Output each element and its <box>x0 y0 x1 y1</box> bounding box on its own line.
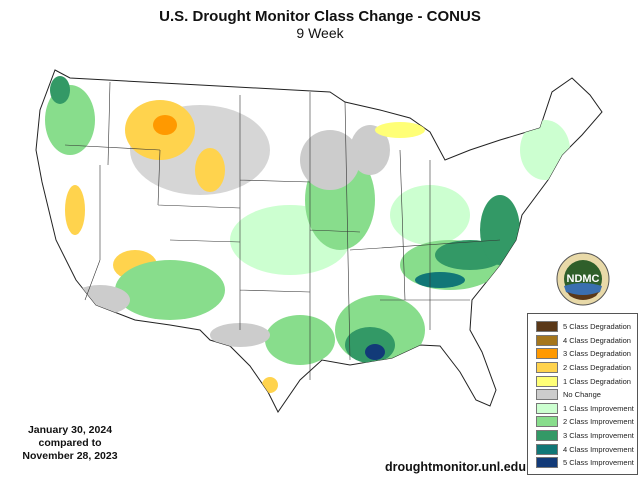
legend-item: 5 Class Improvement <box>536 456 637 470</box>
legend-label: 1 Class Degradation <box>563 376 631 386</box>
us-drought-change-map <box>35 69 603 413</box>
map-title: U.S. Drought Monitor Class Change - CONU… <box>159 8 481 25</box>
legend-label: 2 Class Degradation <box>563 363 631 373</box>
start-date: November 28, 2023 <box>22 450 118 462</box>
date-comparison: January 30, 2024 compared to November 28… <box>10 424 130 463</box>
legend-swatch <box>536 334 558 346</box>
legend-label: No Change <box>563 390 601 400</box>
ndmc-logo: NDMC <box>556 252 610 306</box>
legend-item: 4 Class Improvement <box>536 442 637 456</box>
legend-label: 2 Class Improvement <box>563 417 634 427</box>
legend-swatch <box>536 457 558 469</box>
legend-item: No Change <box>536 388 637 402</box>
legend-label: 4 Class Degradation <box>563 335 631 345</box>
legend-swatch <box>536 430 558 442</box>
legend-swatch <box>536 402 558 414</box>
map-subtitle: 9 Week <box>296 25 344 41</box>
source-url: droughtmonitor.unl.edu <box>385 460 526 474</box>
map-legend: 5 Class Degradation 4 Class Degradation 3 … <box>527 313 638 475</box>
drought-change-areas <box>45 76 570 393</box>
legend-item: 2 Class Improvement <box>536 415 637 429</box>
svg-text:NDMC: NDMC <box>567 273 600 285</box>
legend-swatch <box>536 321 558 333</box>
legend-label: 3 Class Improvement <box>563 431 634 441</box>
legend-swatch <box>536 389 558 401</box>
legend-item: 4 Class Degradation <box>536 334 637 348</box>
legend-item: 2 Class Degradation <box>536 361 637 375</box>
legend-item: 1 Class Improvement <box>536 402 637 416</box>
legend-label: 5 Class Improvement <box>563 458 634 468</box>
legend-swatch <box>536 443 558 455</box>
legend-label: 4 Class Improvement <box>563 444 634 454</box>
legend-swatch <box>536 375 558 387</box>
legend-label: 3 Class Degradation <box>563 349 631 359</box>
legend-label: 1 Class Improvement <box>563 403 634 413</box>
end-date: January 30, 2024 <box>27 424 113 436</box>
legend-swatch <box>536 416 558 428</box>
legend-item: 3 Class Degradation <box>536 347 637 361</box>
legend-item: 1 Class Degradation <box>536 374 637 388</box>
compared-to-label: compared to <box>38 437 102 449</box>
legend-item: 3 Class Improvement <box>536 429 637 443</box>
legend-swatch <box>536 362 558 374</box>
legend-label: 5 Class Degradation <box>563 322 631 332</box>
state-borders <box>64 81 501 380</box>
legend-item: 5 Class Degradation <box>536 320 637 334</box>
legend-swatch <box>536 348 558 360</box>
